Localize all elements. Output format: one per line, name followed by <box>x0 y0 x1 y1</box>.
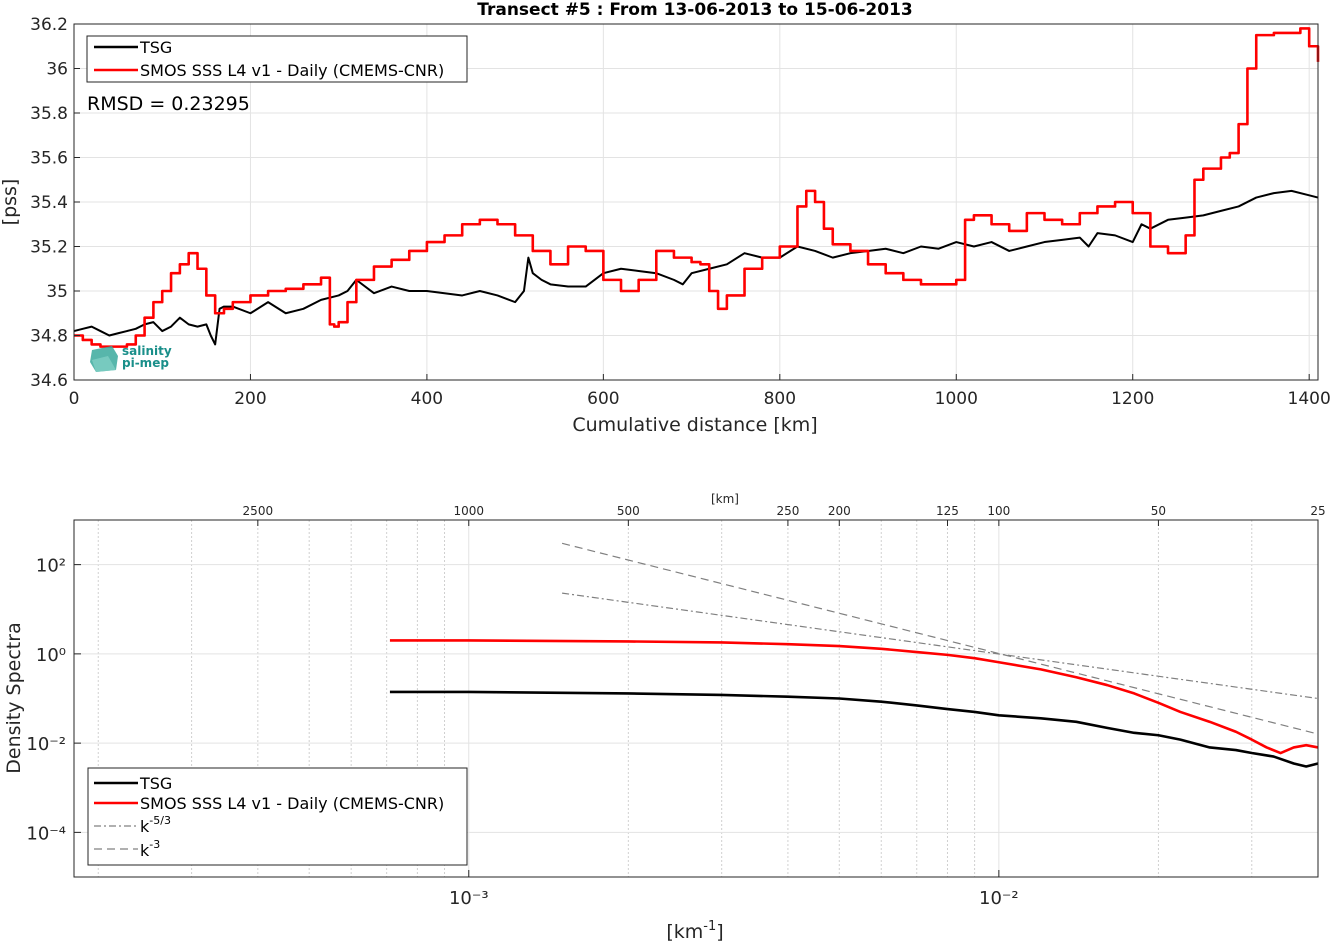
k3-base: k <box>140 841 150 860</box>
k53-base: k <box>140 817 150 836</box>
bottom-legend-label-k3: k-3 <box>140 838 160 860</box>
bottom-plot-area-border <box>73 519 1319 878</box>
top-ytick-label: 35.4 <box>30 193 68 213</box>
bottom-ref-line-k53 <box>562 592 1319 700</box>
bottom-y-ticks: 10⁻⁴ 10⁻² 10⁰ 10² <box>26 556 81 844</box>
bottom-legend-label-k53: k-5/3 <box>140 814 171 836</box>
k3-exp: -3 <box>149 838 160 851</box>
bottom-toptick-label: 200 <box>828 504 851 518</box>
bottom-chart: 10⁻³ 10⁻² 10⁻⁴ 10⁻² 10⁰ 10² 2500 1000 500 250 20… <box>3 492 1326 942</box>
top-ytick-label: 35 <box>46 282 68 302</box>
bottom-toptick-label: 25 <box>1310 504 1325 518</box>
bottom-toptick-label: 125 <box>936 504 959 518</box>
top-legend: TSG SMOS SSS L4 v1 - Daily (CMEMS-CNR) <box>86 35 468 83</box>
bottom-x-ticks: 10⁻³ 10⁻² <box>449 870 1019 909</box>
top-xtick-label: 600 <box>587 389 619 409</box>
rmsd-annotation: RMSD = 0.23295 <box>87 93 250 115</box>
bottom-toptick-label: 250 <box>776 504 799 518</box>
bottom-ytick-label: 10⁻² <box>26 734 66 755</box>
logo-text-salinity: salinity <box>122 344 172 358</box>
top-xtick-label: 0 <box>69 389 80 409</box>
top-chart: Transect #5 : From 13-06-2013 to 15-06-2… <box>0 0 1330 436</box>
bottom-legend-label-smos: SMOS SSS L4 v1 - Daily (CMEMS-CNR) <box>140 794 444 813</box>
bottom-top-axis-label: [km] <box>711 492 739 506</box>
top-chart-title: Transect #5 : From 13-06-2013 to 15-06-2… <box>477 0 913 20</box>
bottom-xtick-label: 10⁻³ <box>449 888 489 909</box>
top-ytick-label: 36.2 <box>30 15 68 35</box>
top-legend-label-tsg: TSG <box>139 38 172 57</box>
bottom-y-axis-label: Density Spectra <box>3 622 25 773</box>
bottom-ref-line-k3 <box>561 542 1319 735</box>
top-xtick-label: 1400 <box>1288 389 1330 409</box>
top-ytick-label: 35.8 <box>30 104 68 124</box>
bottom-toptick-label: 100 <box>987 504 1010 518</box>
bottom-toptick-label: 50 <box>1151 504 1166 518</box>
top-ytick-label: 34.6 <box>30 371 68 391</box>
bottom-series <box>389 542 1319 768</box>
bottom-legend-box <box>87 767 468 866</box>
top-xtick-label: 1000 <box>935 389 978 409</box>
bottom-series-line-tsg <box>389 690 1319 768</box>
top-ytick-label: 36 <box>46 60 68 80</box>
bottom-toptick-label: 2500 <box>243 504 274 518</box>
bottom-legend-label-tsg: TSG <box>139 774 172 793</box>
top-x-ticks: 0 200 400 600 800 1000 1200 1400 <box>69 374 1330 409</box>
top-ytick-label: 34.8 <box>30 327 68 347</box>
top-ytick-label: 35.6 <box>30 149 68 169</box>
top-legend-label-smos: SMOS SSS L4 v1 - Daily (CMEMS-CNR) <box>140 61 444 80</box>
bottom-ytick-label: 10⁻⁴ <box>26 823 66 844</box>
top-x-axis-label: Cumulative distance [km] <box>572 414 817 436</box>
top-legend-box <box>86 35 468 83</box>
top-series <box>73 27 1320 348</box>
top-xtick-label: 400 <box>411 389 443 409</box>
top-y-ticks: 34.6 34.8 35 35.2 35.4 35.6 35.8 36 36.2 <box>30 15 80 391</box>
bottom-legend: TSG SMOS SSS L4 v1 - Daily (CMEMS-CNR) k… <box>87 767 468 866</box>
k53-exp: -5/3 <box>149 814 171 827</box>
top-ytick-label: 35.2 <box>30 238 68 258</box>
bottom-ytick-label: 10⁰ <box>36 645 66 666</box>
bottom-ytick-label: 10² <box>36 556 66 577</box>
top-series-line-smos <box>74 27 1320 348</box>
top-series-line-tsg <box>73 189 1319 346</box>
bottom-xtick-label: 10⁻² <box>979 888 1019 909</box>
bottom-series-line-smos <box>389 639 1319 755</box>
bottom-x-axis-label: [km-1] <box>666 919 723 942</box>
bottom-top-ticks: 2500 1000 500 250 200 125 100 50 25 <box>243 504 1326 526</box>
bottom-toptick-label: 1000 <box>453 504 484 518</box>
logo-text-pimep: pi-mep <box>122 356 169 370</box>
top-y-axis-label: [pss] <box>0 179 21 226</box>
top-xtick-label: 800 <box>764 389 796 409</box>
top-xtick-label: 1200 <box>1111 389 1154 409</box>
top-xtick-label: 200 <box>234 389 266 409</box>
bottom-toptick-label: 500 <box>617 504 640 518</box>
salinity-pimep-logo: salinity pi-mep <box>90 344 172 372</box>
logo-mark-shade <box>92 356 116 372</box>
